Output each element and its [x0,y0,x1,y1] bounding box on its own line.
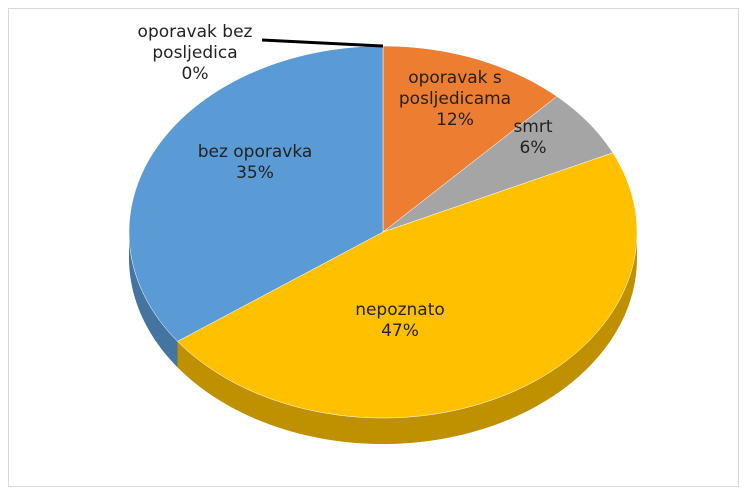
value-label: 47% [381,321,419,341]
data-label: bez oporavka 35% [185,142,325,184]
data-label: oporavak s posljedicama 12% [390,68,520,131]
category-label: nepoznato [355,300,445,320]
slice [177,152,638,419]
leader-line [261,38,384,48]
category-label: oporavak s posljedicama [398,68,512,109]
value-label: 0% [181,64,209,84]
data-label: smrt 6% [497,117,569,159]
pie-tops [128,45,638,419]
chart-frame [8,8,739,487]
pie-sides [129,232,637,444]
category-label: smrt [513,117,553,137]
slice [382,45,558,233]
value-label: 6% [519,138,547,158]
slice-side [129,232,178,368]
data-label: oporavak bez posljedica 0% [100,22,290,85]
value-label: 12% [436,110,474,130]
data-label: nepoznato 47% [330,300,470,342]
slice-side [177,232,637,444]
value-label: 35% [236,163,274,183]
slice [382,96,614,233]
category-label: oporavak bez posljedica [137,22,253,63]
category-label: bez oporavka [197,142,313,162]
slice [128,45,384,342]
